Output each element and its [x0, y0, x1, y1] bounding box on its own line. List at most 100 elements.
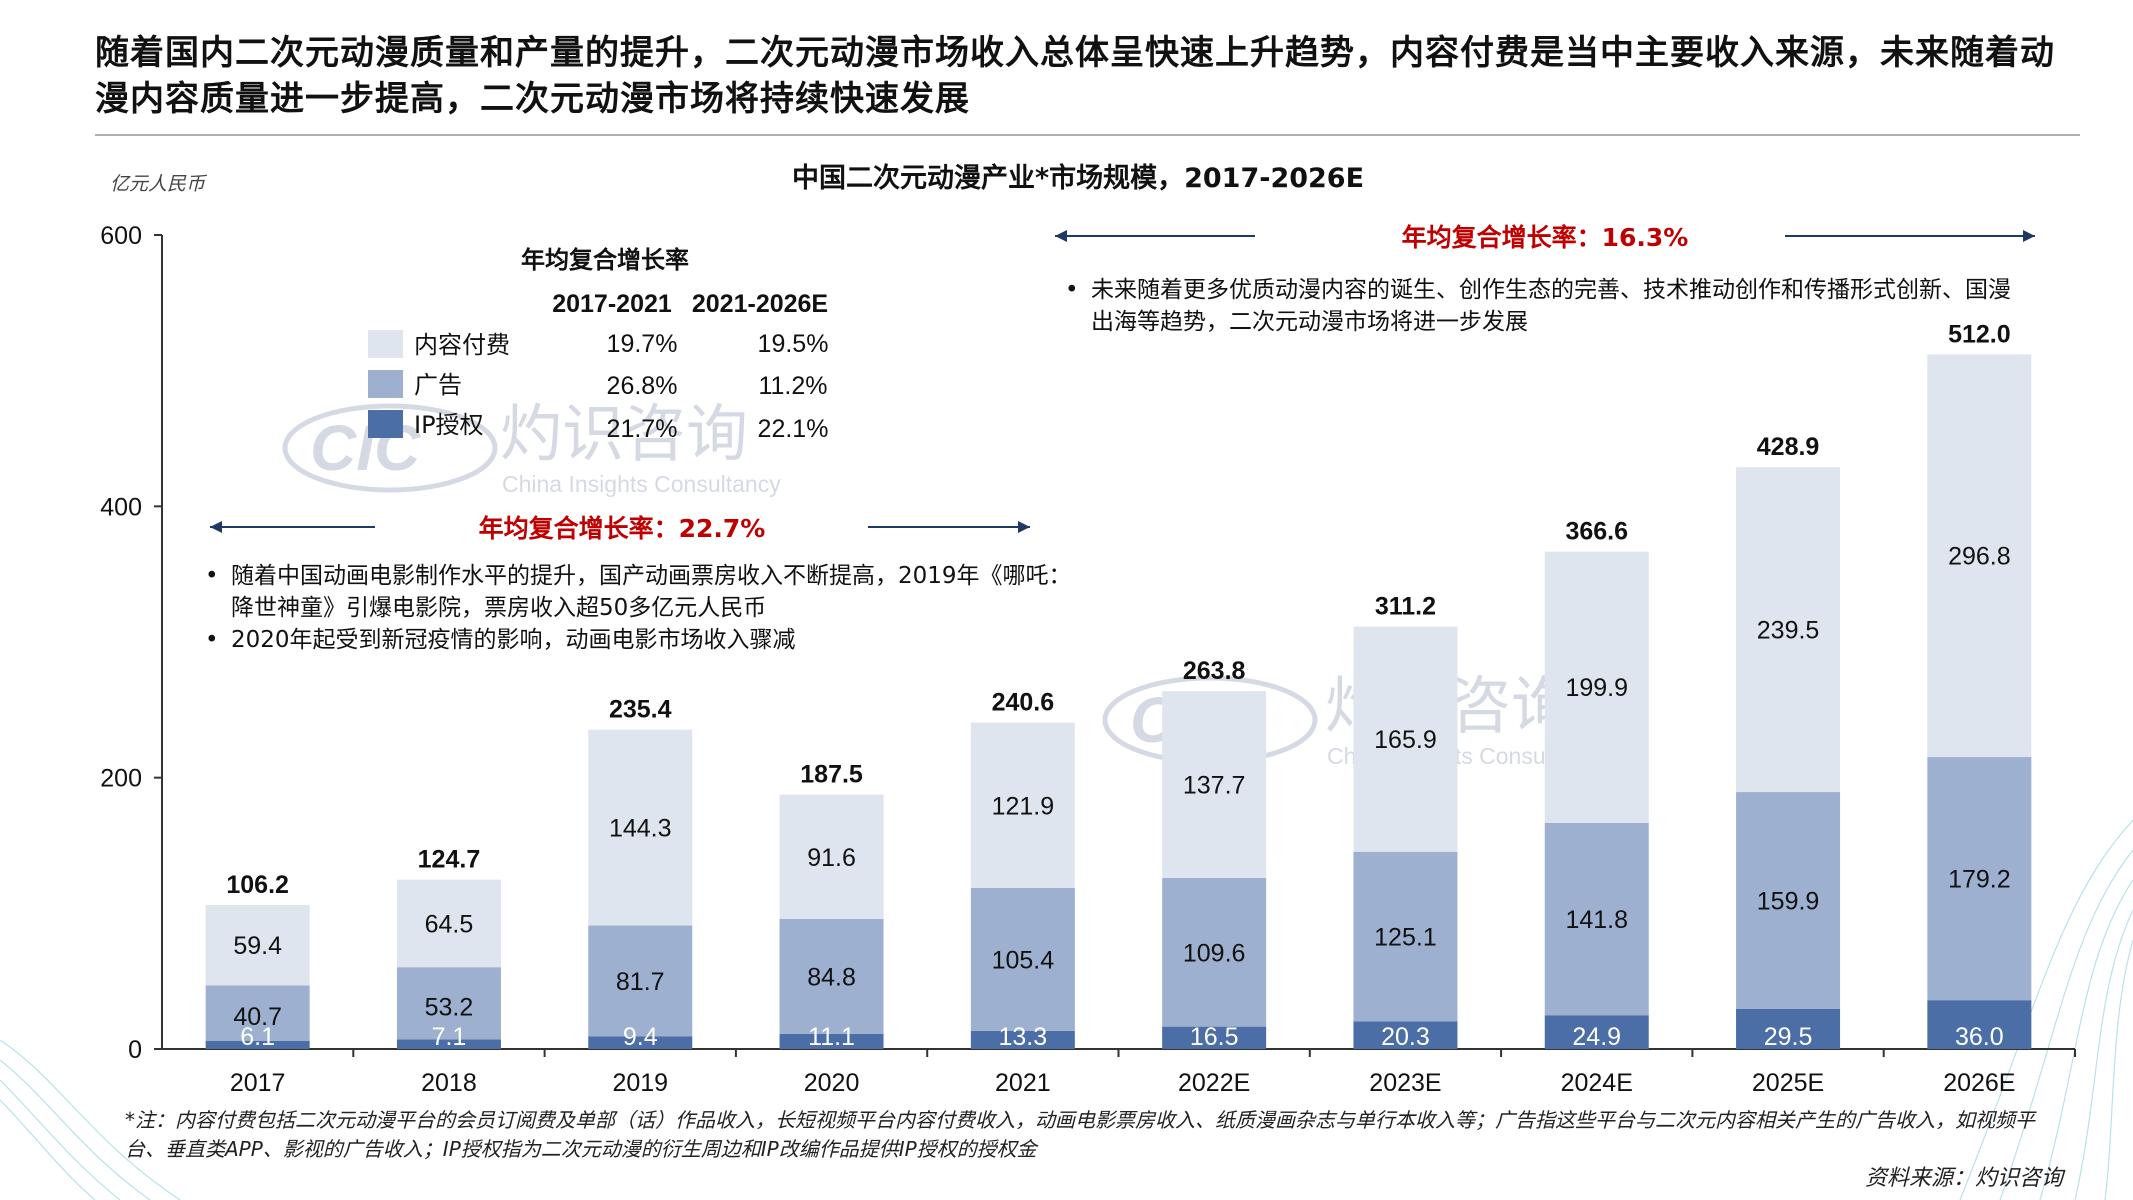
y-tick-label: 400 [100, 493, 142, 521]
cagr-legend-table: 年均复合增长率 2017-2021 2021-2026E 内容付费 广告 IP授… [368, 246, 828, 443]
bar-segment-ip [588, 1036, 693, 1049]
data-label: 121.9 [992, 792, 1055, 820]
bar-segment-ip [1162, 1026, 1267, 1049]
bar-segment-ip [779, 1033, 884, 1049]
data-label: 36.0 [1955, 1023, 2004, 1051]
total-label: 428.9 [1757, 433, 1820, 461]
bar-segment-advertising [205, 985, 310, 1041]
y-tick-label: 200 [100, 765, 142, 793]
bullets-left: • 随着中国动画电影制作水平的提升，国产动画票房收入不断提高，2019年《哪吒：… [205, 560, 1075, 656]
bar-segment-content [588, 729, 693, 926]
labels-layer: 6.140.7 59.4 106.2 7.153.2 64.5 124.7 9.4 81.7 1… [226, 320, 2010, 1051]
x-tick-label: 2025E [1752, 1069, 1824, 1097]
bar-segment-advertising [396, 967, 501, 1040]
bar-segment-ip [1927, 1000, 2032, 1049]
bar-segment-content [970, 722, 1075, 888]
legend-label-ip: IP授权 [414, 411, 484, 439]
bar-segment-content [205, 904, 310, 986]
cagr-period-2: 2021-2026E [692, 290, 828, 318]
data-label: 109.6 [1183, 939, 1246, 967]
bar-segment-content [1162, 691, 1267, 878]
data-label: 296.8 [1948, 543, 2011, 571]
data-label: 16.5 [1190, 1023, 1239, 1051]
data-label: 24.9 [1572, 1023, 1621, 1051]
data-label: 105.4 [992, 946, 1055, 974]
total-label: 240.6 [992, 689, 1055, 717]
x-tick-label: 2017 [230, 1069, 286, 1097]
x-tick-label: 2026E [1943, 1069, 2015, 1097]
bullet-left-2-text: 2020年起受到新冠疫情的影响，动画电影市场收入骤减 [231, 627, 796, 653]
data-label: 179.2 [1948, 866, 2011, 894]
total-label: 106.2 [226, 871, 289, 899]
y-axis-label: 亿元人民币 [110, 173, 207, 195]
data-label: 59.4 [233, 932, 282, 960]
x-tick-label: 2021 [995, 1069, 1051, 1097]
cagr-ip-2: 22.1% [758, 415, 829, 443]
bar-segment-content [779, 794, 884, 919]
legend-swatch-advertising [368, 370, 403, 398]
data-label: 40.7 [233, 1003, 282, 1031]
legend-label-advertising: 广告 [414, 371, 462, 399]
cagr-ad-1: 26.8% [607, 372, 678, 400]
bullet-left-1: • 随着中国动画电影制作水平的提升，国产动画票房收入不断提高，2019年《哪吒：… [205, 560, 1075, 624]
cagr-ip-1: 21.7% [607, 415, 678, 443]
bullet-right-1-text: 未来随着更多优质动漫内容的诞生、创作生态的完善、技术推动创作和传播形式创新、国漫… [1091, 277, 2011, 335]
bar-segment-advertising [1353, 851, 1458, 1022]
source-note: 资料来源：灼识咨询 [1864, 1166, 2063, 1191]
axis-layer: 0 200 400 600 2017 2018 2019 2020 2021 2022E 2023E… [100, 222, 2076, 1097]
bar-segment-content [396, 879, 501, 968]
bullet-dot: • [205, 563, 219, 589]
footnote: *注：内容付费包括二次元动漫平台的会员订阅费及单部（话）作品收入，长短视频平台内… [125, 1108, 2035, 1161]
data-label: 137.7 [1183, 772, 1246, 800]
bar-segment-ip [1544, 1015, 1649, 1049]
bar-segment-advertising [1544, 822, 1649, 1016]
total-label: 187.5 [800, 761, 863, 789]
watermark-left-english: China Insights Consultancy [502, 471, 781, 497]
bullets-right: • 未来随着更多优质动漫内容的诞生、创作生态的完善、技术推动创作和传播形式创新、… [1065, 274, 2025, 338]
bar-segment-advertising [970, 887, 1075, 1031]
bar-segment-advertising [588, 925, 693, 1037]
total-label: 235.4 [609, 696, 672, 724]
data-label: 239.5 [1757, 617, 1820, 645]
data-label: 125.1 [1374, 924, 1437, 952]
x-tick-label: 2023E [1369, 1069, 1441, 1097]
data-label: 84.8 [807, 963, 856, 991]
bar-segment-advertising [1736, 792, 1841, 1009]
total-label: 263.8 [1183, 657, 1246, 685]
data-label: 20.3 [1381, 1023, 1430, 1051]
data-label: 165.9 [1374, 726, 1437, 754]
total-label: 366.6 [1565, 518, 1628, 546]
total-label: 311.2 [1375, 593, 1436, 621]
cagr-right-label: 年均复合增长率：16.3% [1402, 223, 1689, 252]
bullet-dot: • [205, 627, 219, 653]
bullet-right-1: • 未来随着更多优质动漫内容的诞生、创作生态的完善、技术推动创作和传播形式创新、… [1065, 274, 2025, 338]
bar-segment-ip [1736, 1008, 1841, 1049]
data-label: 141.8 [1565, 906, 1628, 934]
data-label: 81.7 [616, 968, 665, 996]
data-label: 64.5 [425, 910, 474, 938]
bullet-dot: • [1065, 277, 1079, 303]
headline-divider [95, 134, 2080, 136]
bar-segment-ip [396, 1039, 501, 1049]
bullet-left-1-text: 随着中国动画电影制作水平的提升，国产动画票房收入不断提高，2019年《哪吒：降世… [231, 563, 1072, 621]
legend-swatch-ip [368, 410, 403, 438]
bar-segment-ip [205, 1040, 310, 1049]
bar-segment-content [1736, 467, 1841, 793]
x-tick-label: 2019 [612, 1069, 668, 1097]
bar-segment-content [1544, 551, 1649, 823]
data-label: 53.2 [425, 993, 474, 1021]
cagr-left-annotation: 年均复合增长率：22.7% [210, 514, 1030, 543]
total-label: 124.7 [418, 846, 481, 874]
x-tick-label: 2018 [421, 1069, 477, 1097]
cagr-table-title: 年均复合增长率 [521, 246, 689, 274]
data-label: 199.9 [1565, 674, 1628, 702]
watermark-left: CIC 灼识咨询 China Insights Consultancy [282, 397, 781, 497]
bar-segment-ip [970, 1030, 1075, 1049]
data-label: 144.3 [609, 815, 672, 843]
page-headline: 随着国内二次元动漫质量和产量的提升，二次元动漫市场收入总体呈快速上升趋势，内容付… [95, 33, 2055, 119]
bar-segment-content [1927, 354, 2032, 758]
data-label: 11.1 [808, 1023, 855, 1051]
cagr-right-annotation: 年均复合增长率：16.3% [1055, 223, 2035, 252]
bar-segment-advertising [1162, 877, 1267, 1027]
